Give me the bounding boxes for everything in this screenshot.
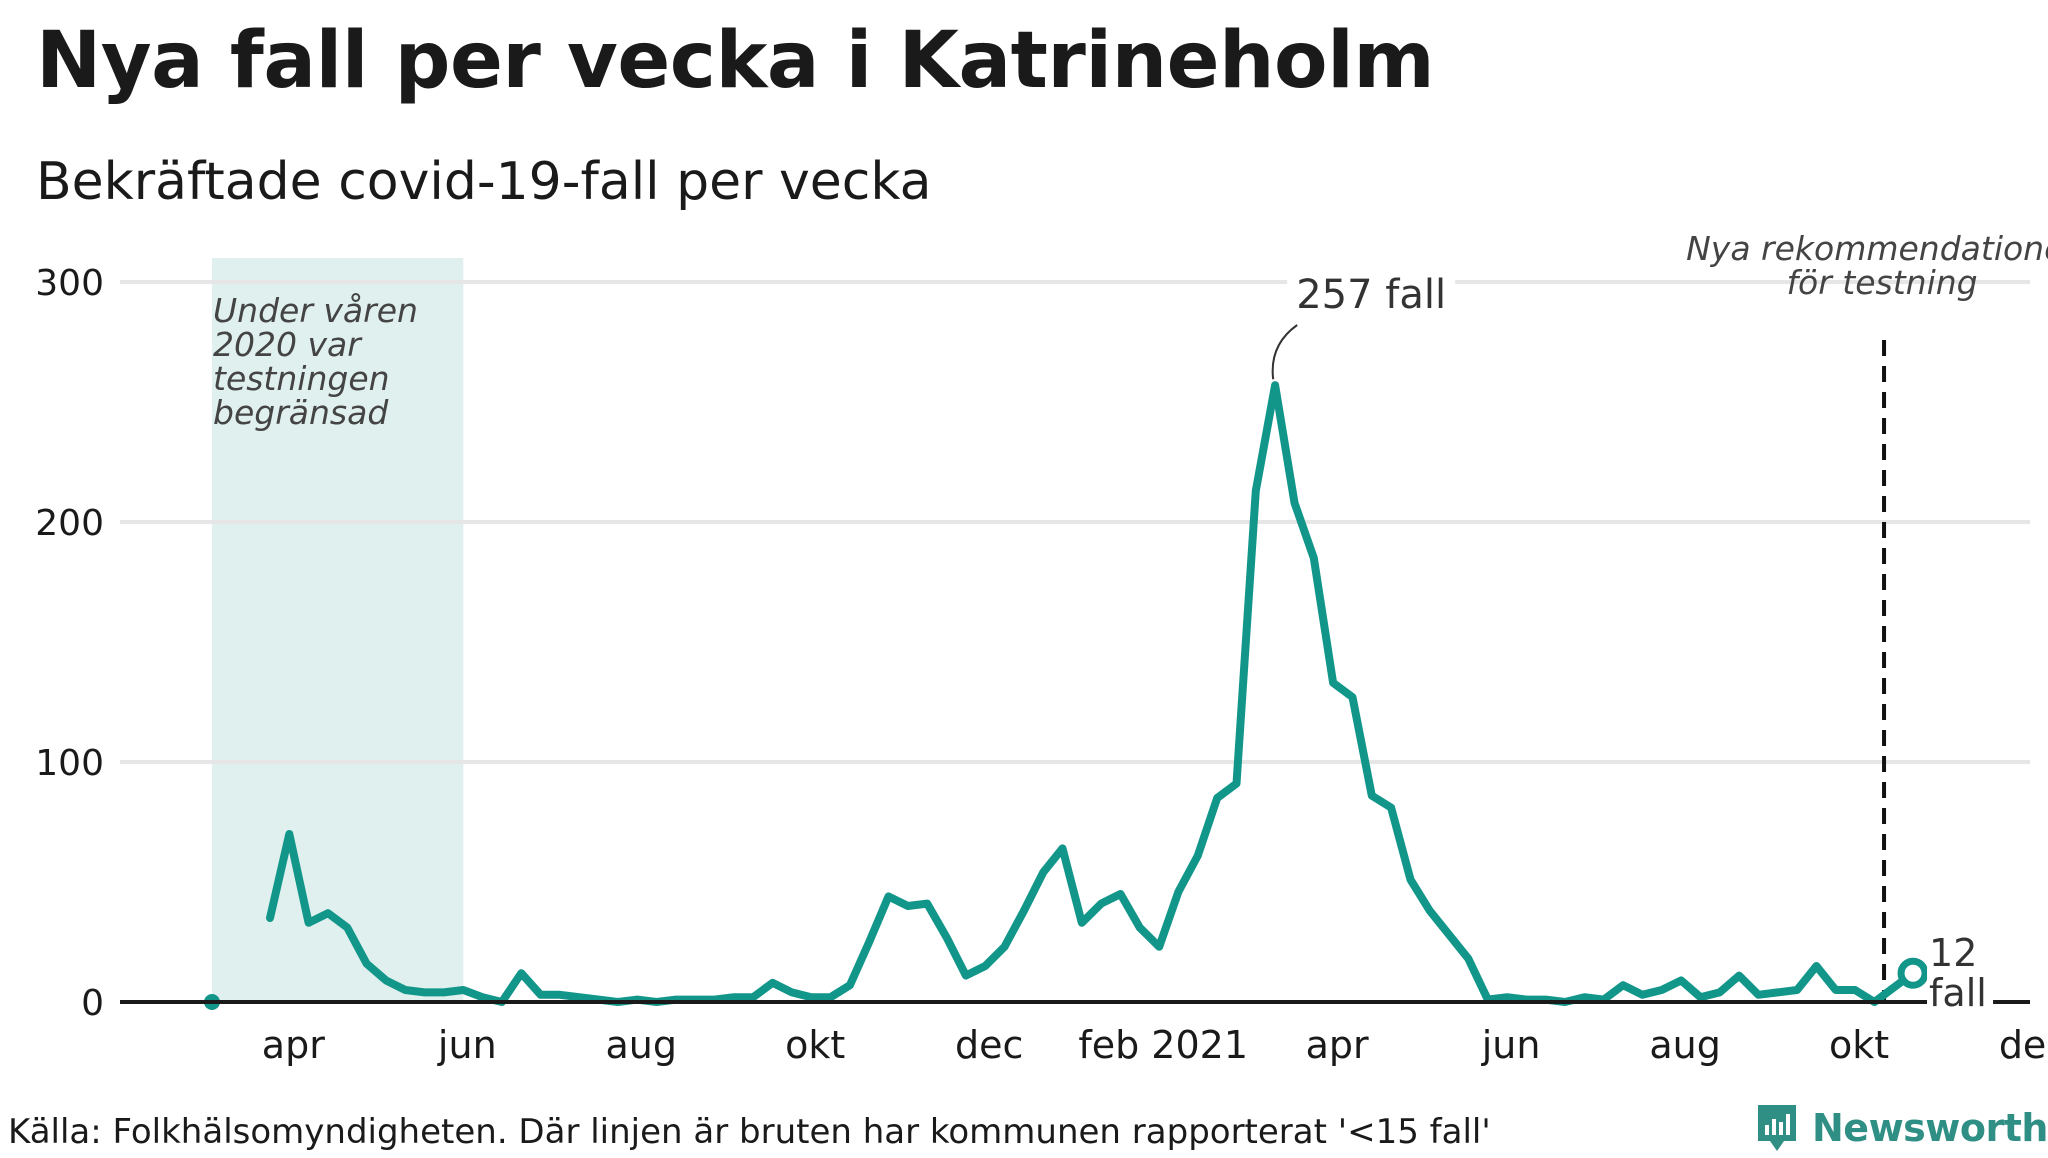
y-tick-label: 300 — [35, 263, 104, 304]
newsworthy-logo-icon — [1758, 1105, 1796, 1151]
shaded-region-label: Under våren — [213, 291, 418, 330]
shaded-region-label: 2020 var — [213, 325, 363, 364]
axis-layer: apr jun aug okt dec feb 2021 apr jun aug okt dec — [120, 1000, 2048, 1067]
x-tick-label: aug — [1649, 1023, 1721, 1067]
x-tick-label: jun — [1481, 1023, 1541, 1067]
x-tick-label: apr — [1306, 1023, 1369, 1067]
x-tick-label: dec — [955, 1023, 1023, 1067]
shaded-region-label: begränsad — [213, 393, 389, 432]
vertical-marker-label: för testning — [1786, 263, 1977, 302]
last-value-label: 12 — [1929, 931, 1977, 975]
last-value-marker — [1897, 957, 1929, 989]
x-tick-label: okt — [1829, 1023, 1889, 1067]
y-tick-label: 100 — [35, 743, 104, 784]
y-tick-label: 200 — [35, 503, 104, 544]
shaded-region — [212, 258, 464, 1002]
brand-name: Newsworthy — [1812, 1106, 2048, 1150]
last-value-label-background — [1927, 960, 1994, 1010]
vertical-marker-label: Nya rekommendationer — [1686, 229, 2048, 268]
x-tick-label: feb 2021 — [1078, 1023, 1248, 1067]
source-note: Källa: Folkhälsomyndigheten. Där linjen … — [8, 1112, 1491, 1152]
peak-label-connector — [1271, 324, 1298, 380]
series-line — [266, 381, 1917, 1006]
x-tick-label: okt — [785, 1023, 845, 1067]
shaded-region-label: testningen — [213, 359, 390, 398]
peak-label-background — [1287, 268, 1456, 320]
series-line-layer — [204, 381, 1929, 1010]
gridlines: 0 100 200 300 — [35, 263, 2030, 1024]
chart-title: Nya fall per vecka i Katrineholm — [36, 16, 1435, 106]
x-tick-label: aug — [606, 1023, 678, 1067]
last-value-label: fall — [1929, 971, 1987, 1015]
peak-label: 257 fall — [1296, 272, 1446, 318]
x-tick-label: dec — [1999, 1023, 2048, 1067]
x-tick-label: jun — [437, 1023, 497, 1067]
y-tick-label: 0 — [81, 983, 104, 1024]
chart-subtitle: Bekräftade covid-19-fall per vecka — [36, 152, 932, 212]
x-tick-label: apr — [262, 1023, 325, 1067]
brand-logo: Newsworthy — [1754, 1098, 2048, 1158]
